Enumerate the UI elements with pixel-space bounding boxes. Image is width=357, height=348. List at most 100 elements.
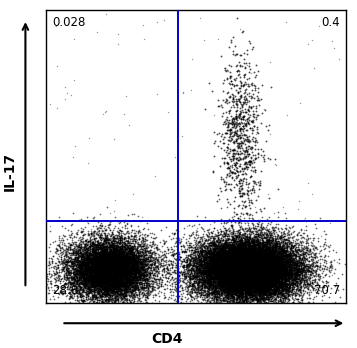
Point [212,288,218,293]
Point [230,280,235,286]
Point [192,293,198,299]
Point [223,253,229,259]
Point [102,253,108,259]
Point [126,270,131,276]
Point [251,263,256,269]
Point [124,256,130,262]
Point [251,263,257,269]
Point [247,235,252,240]
Point [114,269,120,275]
Point [101,269,107,275]
Point [227,268,232,273]
Point [245,256,251,261]
Point [242,281,248,286]
Point [253,267,258,273]
Point [288,242,293,248]
Point [210,247,215,252]
Point [207,240,213,246]
Point [275,288,281,294]
Point [256,272,262,278]
Point [80,276,85,282]
Point [237,275,243,280]
Point [139,264,144,270]
Point [238,253,244,259]
Point [210,280,215,286]
Point [156,260,161,266]
Point [223,275,228,281]
Point [110,245,116,251]
Point [88,268,94,274]
Point [122,246,128,252]
Point [214,261,220,266]
Point [78,298,84,303]
Point [248,259,253,265]
Point [102,258,108,263]
Point [92,278,98,284]
Point [279,258,285,264]
Point [205,295,210,300]
Point [236,262,241,267]
Point [251,271,256,277]
Point [253,260,259,266]
Point [180,243,186,248]
Point [93,281,99,286]
Point [84,237,89,243]
Point [237,280,242,285]
Point [111,269,117,275]
Point [222,259,228,264]
Point [245,276,250,281]
Point [113,265,119,270]
Point [191,272,196,278]
Point [253,276,259,282]
Point [88,261,94,267]
Point [127,279,133,285]
Point [264,283,270,289]
Point [90,279,95,285]
Point [248,269,254,275]
Point [84,242,90,247]
Point [261,278,266,284]
Point [117,227,123,233]
Point [216,261,222,267]
Point [225,236,230,242]
Point [262,287,268,292]
Point [247,253,253,259]
Point [258,248,264,253]
Point [208,258,214,264]
Point [227,282,232,287]
Point [229,261,235,267]
Point [79,267,84,272]
Point [280,285,286,291]
Point [246,203,252,208]
Point [97,274,103,279]
Point [273,279,278,285]
Point [230,288,235,293]
Point [282,277,288,283]
Point [94,274,99,279]
Point [110,267,116,272]
Point [267,261,272,266]
Point [96,279,102,284]
Point [93,268,99,274]
Point [228,279,234,285]
Point [155,258,161,263]
Point [250,178,256,183]
Point [100,289,105,294]
Point [237,287,243,293]
Point [251,280,257,285]
Point [226,253,232,258]
Point [261,262,266,268]
Point [262,295,267,300]
Point [260,295,266,300]
Point [101,264,107,270]
Point [296,268,302,273]
Point [304,245,310,251]
Point [102,244,107,250]
Point [214,280,220,286]
Point [267,276,273,282]
Point [98,245,104,251]
Point [98,251,104,256]
Point [281,276,287,282]
Point [80,274,85,279]
Point [249,256,255,262]
